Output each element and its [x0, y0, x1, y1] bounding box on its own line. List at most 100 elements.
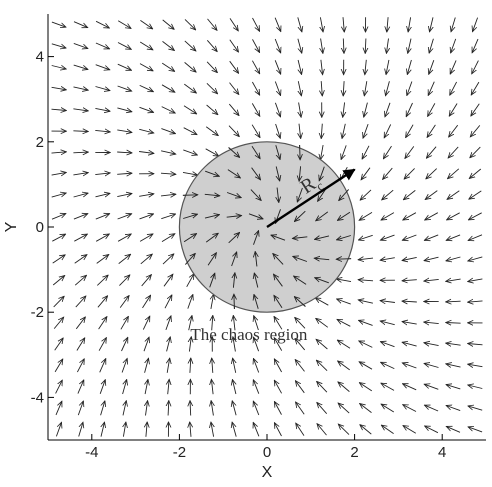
field-arrow [95, 86, 111, 91]
field-arrow [451, 17, 456, 32]
field-arrow [364, 102, 368, 118]
field-arrow [205, 126, 218, 136]
field-arrow [167, 337, 171, 352]
field-arrow [205, 170, 219, 176]
field-arrow [446, 364, 461, 367]
field-arrow [320, 145, 323, 160]
field-arrow [51, 21, 66, 27]
field-arrow [298, 59, 302, 75]
field-arrow [381, 425, 394, 434]
field-arrow [73, 173, 88, 175]
field-arrow [448, 168, 460, 179]
field-arrow [430, 17, 434, 32]
x-axis-label: X [262, 464, 273, 481]
field-arrow [233, 337, 236, 352]
field-arrow [446, 385, 461, 390]
field-arrow [51, 109, 67, 110]
field-arrow [321, 38, 323, 54]
field-arrow [74, 255, 87, 264]
field-arrow [469, 168, 482, 179]
field-arrow [336, 279, 352, 282]
field-arrow [424, 363, 439, 368]
field-arrow [316, 339, 328, 350]
field-arrow [315, 298, 329, 306]
field-arrow [77, 401, 83, 416]
field-arrow [359, 212, 373, 220]
field-arrow [145, 379, 148, 395]
field-arrow [121, 337, 128, 352]
field-arrow [358, 280, 374, 281]
field-arrow [185, 253, 195, 265]
field-arrow [229, 60, 239, 73]
field-arrow [316, 318, 329, 328]
field-arrow [468, 364, 483, 367]
field-arrow [211, 422, 214, 437]
field-arrow [448, 146, 459, 158]
field-arrow [365, 59, 367, 75]
field-arrow [160, 194, 176, 196]
field-arrow [295, 381, 305, 394]
field-arrow [429, 38, 434, 53]
field-arrow [295, 317, 306, 329]
field-arrow [446, 256, 461, 261]
field-arrow [472, 38, 479, 53]
y-tick-label: -4 [31, 389, 44, 406]
field-arrow [468, 256, 483, 261]
field-arrow [190, 358, 191, 373]
field-arrow [206, 104, 218, 115]
field-arrow [446, 426, 461, 433]
field-arrow [205, 148, 219, 156]
field-arrow [212, 315, 213, 331]
field-arrow [117, 234, 131, 242]
field-arrow [163, 274, 173, 287]
field-arrow [211, 401, 213, 416]
field-arrow [360, 404, 372, 413]
field-arrow [252, 81, 259, 95]
field-arrow [139, 194, 154, 197]
field-arrow [321, 81, 322, 96]
field-arrow [424, 384, 439, 390]
field-arrow [274, 17, 281, 32]
field-arrow [381, 383, 395, 391]
field-arrow [95, 234, 109, 242]
field-arrow [209, 273, 215, 288]
field-arrow [358, 234, 373, 240]
field-arrow [471, 81, 480, 95]
field-arrow [211, 294, 214, 309]
field-arrow [274, 338, 283, 351]
field-arrow [253, 231, 259, 245]
field-arrow [139, 84, 154, 91]
field-arrow [73, 64, 88, 69]
field-arrow [228, 233, 240, 244]
field-arrow [275, 145, 280, 159]
field-arrow [162, 19, 175, 30]
field-arrow [364, 81, 367, 96]
field-arrow [251, 124, 260, 138]
field-arrow [298, 81, 301, 96]
field-arrow [139, 129, 154, 133]
field-arrow [206, 40, 217, 51]
field-arrow [123, 422, 126, 437]
field-arrow [294, 297, 306, 307]
field-arrow [75, 317, 85, 330]
field-arrow [447, 190, 460, 200]
field-arrow [274, 38, 281, 53]
field-arrow [386, 38, 388, 54]
field-arrow [139, 41, 153, 50]
field-arrow [54, 359, 63, 373]
x-tick-label: -4 [85, 444, 98, 461]
field-arrow [273, 254, 284, 265]
field-arrow [99, 380, 105, 394]
field-arrow [470, 125, 481, 136]
field-arrow [359, 341, 373, 348]
x-tick-label: -2 [173, 444, 186, 461]
field-arrow [296, 423, 305, 436]
field-arrow [425, 426, 439, 434]
field-arrow [407, 59, 412, 75]
field-arrow [54, 338, 64, 351]
field-arrow [95, 20, 109, 28]
field-arrow [121, 358, 127, 373]
y-tick-label: 4 [36, 49, 44, 66]
field-arrow [168, 379, 170, 395]
field-arrow [229, 82, 239, 95]
